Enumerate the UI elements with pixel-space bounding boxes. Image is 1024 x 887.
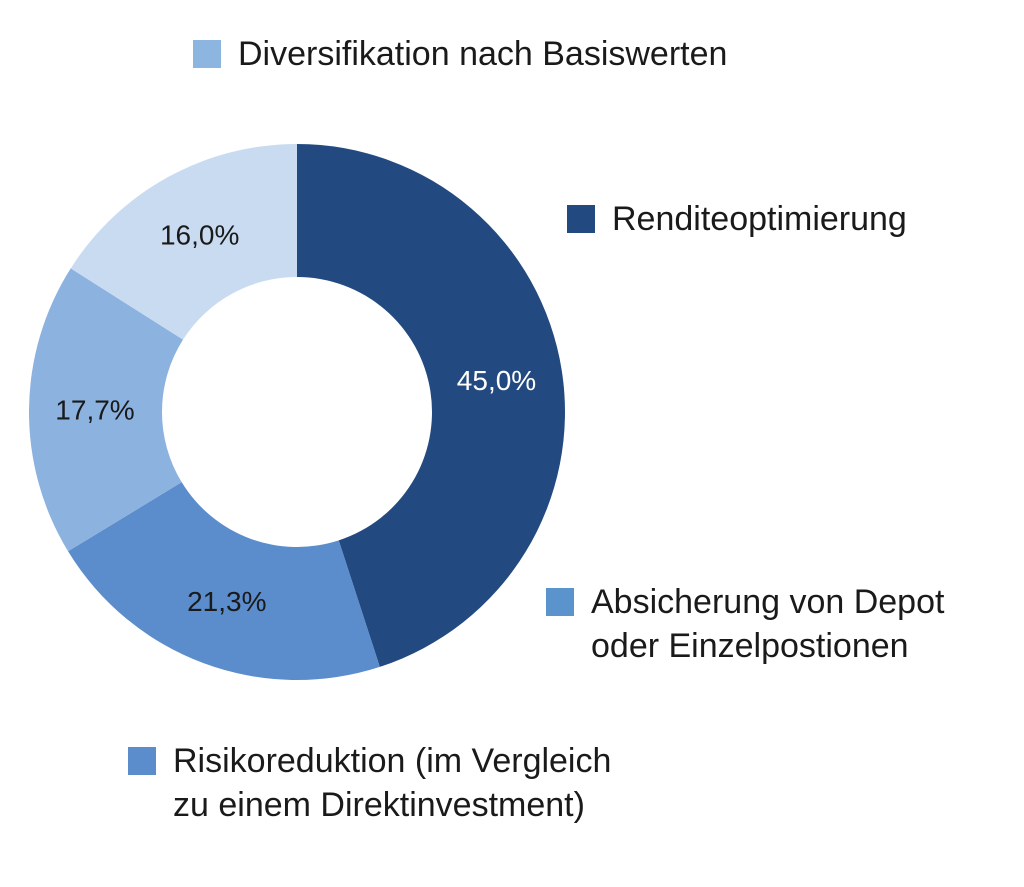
legend-label: Diversifikation nach Basiswerten [238, 35, 728, 73]
legend-label-line-1: Risikoreduktion (im Vergleich [173, 742, 612, 780]
legend-item-absicherung: Absicherung von Depot oder Einzelpostion… [546, 580, 944, 668]
legend-swatch [567, 205, 595, 233]
slice-risikoreduktion [29, 268, 184, 552]
label-renditeoptimierung: 45,0% [457, 365, 536, 396]
legend-text: Absicherung von Depot oder Einzelpostion… [591, 580, 944, 668]
legend-label: Renditeoptimierung [612, 200, 907, 238]
legend-text: Diversifikation nach Basiswerten [238, 32, 727, 76]
legend-text: Risikoreduktion (im Vergleich zu einem D… [173, 739, 611, 827]
legend-item-risikoreduktion: Risikoreduktion (im Vergleich zu einem D… [128, 739, 611, 827]
legend-label-line-2: zu einem Direktinvestment) [173, 786, 585, 824]
donut-value-labels: 45,0% 21,3% 17,7% 16,0% [55, 219, 536, 616]
legend-item-renditeoptimierung: Renditeoptimierung [567, 197, 907, 241]
legend-label-line-2: oder Einzelpostionen [591, 627, 909, 665]
label-diversifikation: 16,0% [160, 219, 239, 250]
label-absicherung: 21,3% [187, 586, 266, 617]
slice-absicherung [68, 482, 380, 680]
legend-swatch [193, 40, 221, 68]
legend-swatch [546, 588, 574, 616]
legend-item-diversifikation: Diversifikation nach Basiswerten [193, 32, 727, 76]
label-risikoreduktion: 17,7% [55, 395, 134, 426]
donut-slices [29, 144, 565, 680]
legend-text: Renditeoptimierung [612, 197, 907, 241]
legend-label-line-1: Absicherung von Depot [591, 583, 945, 621]
legend-swatch [128, 747, 156, 775]
slice-diversifikation [70, 144, 297, 340]
slice-renditeoptimierung [297, 144, 565, 667]
